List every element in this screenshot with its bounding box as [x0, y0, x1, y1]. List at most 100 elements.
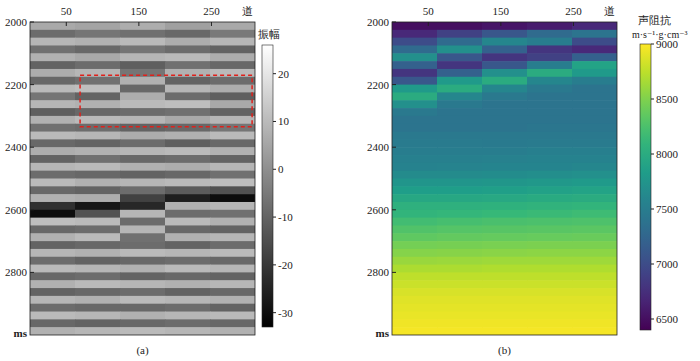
- cell: [165, 147, 211, 155]
- cell: [210, 132, 255, 140]
- cell: [572, 100, 617, 108]
- cell: [572, 108, 617, 116]
- cell: [527, 249, 573, 257]
- cell: [210, 61, 255, 69]
- cell: [527, 69, 573, 77]
- cell: [392, 304, 438, 312]
- cell: [437, 53, 483, 61]
- cell: [75, 171, 121, 179]
- cell: [482, 194, 528, 202]
- cell: [75, 257, 121, 265]
- cell: [572, 319, 617, 327]
- cell: [30, 327, 76, 335]
- y-tick: [392, 272, 396, 273]
- cell: [527, 319, 573, 327]
- cell: [437, 186, 483, 194]
- cell: [75, 241, 121, 249]
- cell: [210, 179, 255, 187]
- cell: [75, 296, 121, 304]
- cell: [120, 100, 166, 108]
- cell: [482, 77, 528, 85]
- cell: [482, 45, 528, 53]
- cell: [30, 218, 76, 226]
- cell: [572, 171, 617, 179]
- cell: [527, 163, 573, 171]
- cell: [437, 85, 483, 93]
- cell: [30, 108, 76, 116]
- cell: [572, 155, 617, 163]
- cell: [75, 225, 121, 233]
- cell: [527, 85, 573, 93]
- panel: 50150250道20002200240026002800ms(a)20100-…: [5, 5, 293, 357]
- cell: [120, 22, 166, 30]
- cell: [75, 233, 121, 241]
- cell: [392, 280, 438, 288]
- cell: [30, 265, 76, 273]
- cell: [572, 272, 617, 280]
- cell: [437, 218, 483, 226]
- cell: [437, 241, 483, 249]
- cell: [120, 77, 166, 85]
- cell: [572, 147, 617, 155]
- y-axis-title: ms: [376, 327, 390, 339]
- cell: [210, 69, 255, 77]
- cell: [392, 265, 438, 273]
- cell: [120, 296, 166, 304]
- cell: [120, 108, 166, 116]
- cell: [392, 218, 438, 226]
- cell: [437, 202, 483, 210]
- cell: [165, 85, 211, 93]
- cell: [392, 257, 438, 265]
- cell: [30, 61, 76, 69]
- cell: [210, 108, 255, 116]
- cell: [572, 257, 617, 265]
- x-axis-title: 道: [242, 5, 253, 17]
- y-tick: [392, 209, 396, 210]
- cell: [572, 296, 617, 304]
- cell: [75, 116, 121, 124]
- cell: [165, 249, 211, 257]
- cell: [482, 225, 528, 233]
- cell: [572, 116, 617, 124]
- cell: [120, 155, 166, 163]
- cell: [120, 147, 166, 155]
- cell: [527, 53, 573, 61]
- cell: [165, 241, 211, 249]
- colorbar-tick: [273, 169, 276, 170]
- cell: [527, 147, 573, 155]
- cell: [30, 194, 76, 202]
- cell: [482, 85, 528, 93]
- cell: [437, 69, 483, 77]
- cell: [392, 171, 438, 179]
- cell: [75, 132, 121, 140]
- colorbar-unit: m·s⁻¹·g·cm⁻³: [632, 29, 687, 40]
- cell: [75, 304, 121, 312]
- cell: [165, 53, 211, 61]
- x-axis-title: 道: [604, 5, 615, 17]
- x-tick-label: 50: [61, 5, 73, 17]
- cell: [75, 249, 121, 257]
- cell: [527, 171, 573, 179]
- cell: [572, 210, 617, 218]
- colorbar-tick: [651, 99, 654, 100]
- cell: [527, 194, 573, 202]
- cell: [120, 45, 166, 53]
- cell: [437, 280, 483, 288]
- cell: [572, 304, 617, 312]
- cell: [527, 210, 573, 218]
- cell: [482, 312, 528, 320]
- cell: [210, 280, 255, 288]
- cell: [437, 100, 483, 108]
- y-tick: [30, 272, 34, 273]
- cell: [527, 233, 573, 241]
- cell: [30, 186, 76, 194]
- cell: [392, 100, 438, 108]
- colorbar-tick-label: -20: [278, 259, 293, 271]
- cell: [120, 272, 166, 280]
- cell: [527, 38, 573, 46]
- panel: 50150250道20002200240026002800ms(b)650070…: [367, 5, 687, 357]
- cell: [392, 233, 438, 241]
- x-tick-label: 50: [423, 5, 435, 17]
- cell: [165, 108, 211, 116]
- cell: [165, 179, 211, 187]
